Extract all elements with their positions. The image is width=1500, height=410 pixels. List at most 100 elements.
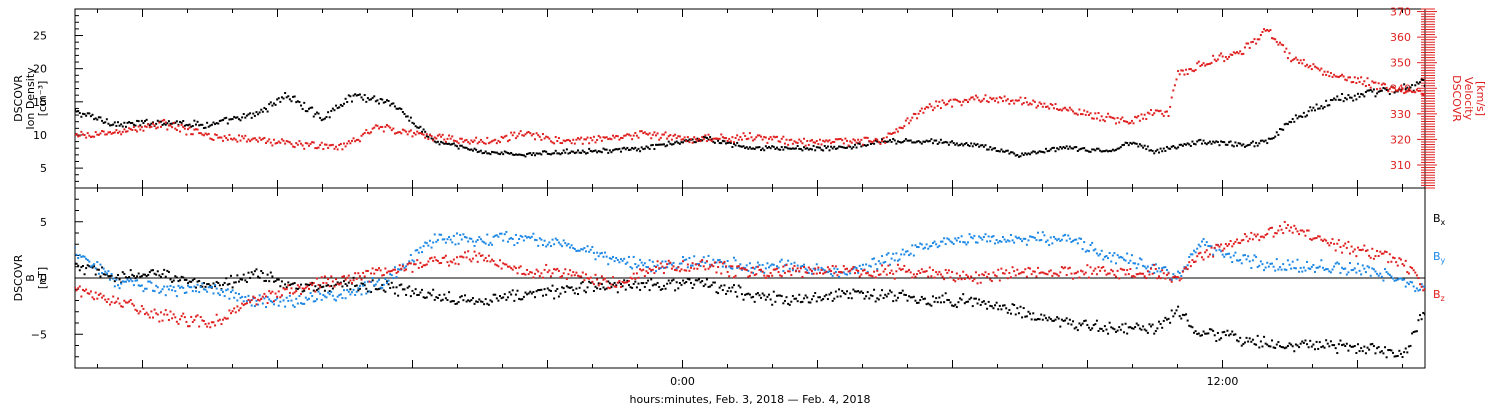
data-point bbox=[809, 139, 812, 142]
data-point bbox=[169, 310, 172, 313]
data-point bbox=[876, 269, 879, 272]
data-point bbox=[1086, 110, 1089, 113]
data-point bbox=[432, 241, 435, 244]
data-point bbox=[696, 139, 699, 142]
data-point bbox=[785, 146, 788, 149]
data-point bbox=[479, 238, 482, 241]
data-point bbox=[605, 136, 608, 139]
data-point bbox=[88, 265, 91, 268]
data-point bbox=[1213, 246, 1216, 249]
data-point bbox=[721, 139, 724, 142]
data-point bbox=[607, 280, 610, 283]
data-point bbox=[1008, 102, 1011, 105]
data-point bbox=[917, 246, 920, 249]
data-point bbox=[1302, 111, 1305, 114]
data-point bbox=[583, 279, 586, 282]
data-point bbox=[411, 121, 414, 124]
data-point bbox=[444, 142, 447, 145]
data-point bbox=[511, 289, 514, 292]
data-point bbox=[424, 136, 427, 139]
data-point bbox=[756, 134, 759, 137]
data-point bbox=[632, 282, 635, 285]
data-point bbox=[449, 143, 452, 146]
data-point bbox=[261, 110, 264, 113]
data-point bbox=[860, 290, 863, 293]
data-point bbox=[947, 100, 950, 103]
data-point bbox=[385, 280, 388, 283]
data-point bbox=[576, 274, 579, 277]
legend-entry-bx: Bx bbox=[1433, 212, 1446, 227]
data-point bbox=[526, 131, 529, 134]
data-point bbox=[935, 243, 938, 246]
data-point bbox=[949, 240, 952, 243]
data-point bbox=[494, 151, 497, 154]
data-point bbox=[1446, 316, 1448, 318]
data-point bbox=[933, 139, 936, 142]
data-point bbox=[422, 296, 425, 299]
data-point bbox=[247, 271, 250, 274]
data-point bbox=[1029, 267, 1032, 270]
data-point bbox=[1073, 238, 1076, 241]
data-point bbox=[166, 122, 169, 125]
data-point bbox=[726, 259, 729, 262]
data-point bbox=[1315, 103, 1318, 106]
data-point bbox=[1150, 267, 1153, 270]
data-point bbox=[126, 301, 129, 304]
data-point bbox=[343, 102, 346, 105]
data-point bbox=[1242, 52, 1245, 55]
data-point bbox=[1048, 316, 1051, 319]
data-point bbox=[1430, 298, 1432, 300]
data-point bbox=[1247, 42, 1250, 45]
data-point bbox=[1368, 84, 1371, 87]
data-point bbox=[1094, 248, 1097, 251]
data-point bbox=[1494, 318, 1496, 320]
data-point bbox=[344, 297, 347, 300]
data-point bbox=[753, 267, 756, 270]
data-point bbox=[1103, 150, 1106, 153]
data-point bbox=[834, 147, 837, 150]
data-point bbox=[846, 273, 849, 276]
data-point bbox=[704, 261, 707, 264]
data-point bbox=[884, 293, 887, 296]
data-point bbox=[293, 291, 296, 294]
data-point bbox=[534, 272, 537, 275]
data-point bbox=[484, 142, 487, 145]
data-point bbox=[1017, 312, 1020, 315]
data-point bbox=[855, 269, 858, 272]
data-point bbox=[1304, 269, 1307, 272]
data-point bbox=[1124, 141, 1127, 144]
data-point bbox=[1143, 265, 1146, 268]
data-point bbox=[1150, 149, 1153, 152]
data-point bbox=[408, 285, 411, 288]
data-point bbox=[1116, 329, 1119, 332]
data-point bbox=[876, 138, 879, 141]
data-point bbox=[1161, 269, 1164, 272]
data-point bbox=[750, 136, 753, 139]
data-point bbox=[1464, 248, 1466, 250]
data-point bbox=[1021, 271, 1024, 274]
data-point bbox=[1119, 146, 1122, 149]
data-point bbox=[198, 279, 201, 282]
data-point bbox=[164, 309, 167, 312]
data-point bbox=[352, 288, 355, 291]
data-point bbox=[1267, 265, 1270, 268]
y-tick-label: 20 bbox=[33, 63, 47, 76]
data-point bbox=[241, 295, 244, 298]
data-point bbox=[1250, 141, 1253, 144]
data-point bbox=[1113, 149, 1116, 152]
data-point bbox=[306, 142, 309, 145]
data-point bbox=[1126, 252, 1129, 255]
data-point bbox=[428, 133, 431, 136]
data-point bbox=[225, 277, 228, 280]
data-point bbox=[791, 269, 794, 272]
data-point bbox=[1210, 142, 1213, 145]
data-point bbox=[287, 281, 290, 284]
data-point bbox=[252, 112, 255, 115]
data-point bbox=[847, 297, 850, 300]
data-point bbox=[163, 268, 166, 271]
data-point bbox=[1027, 239, 1030, 242]
data-point bbox=[147, 273, 150, 276]
data-point bbox=[635, 134, 638, 137]
data-point bbox=[1107, 112, 1110, 115]
data-point bbox=[1283, 268, 1286, 271]
